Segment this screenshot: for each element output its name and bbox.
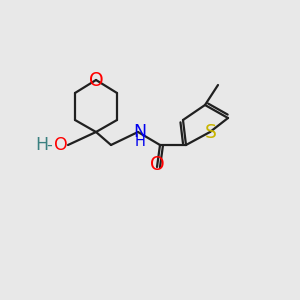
Text: N: N	[134, 123, 147, 141]
Text: H: H	[135, 134, 146, 149]
Text: S: S	[205, 122, 217, 142]
Text: -: -	[46, 137, 52, 152]
Text: O: O	[89, 70, 103, 89]
Text: O: O	[150, 155, 164, 175]
Text: O: O	[54, 136, 68, 154]
Text: H: H	[35, 136, 49, 154]
